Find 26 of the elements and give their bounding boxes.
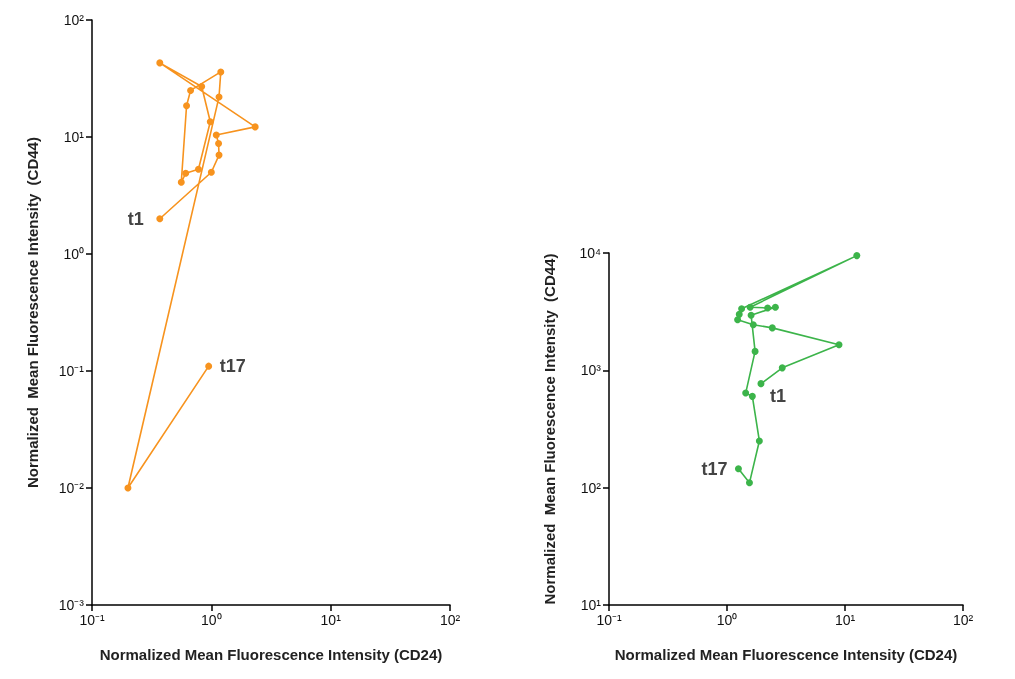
- annotation: t1: [127, 208, 144, 229]
- x-tick-label: 10⁻¹: [596, 612, 622, 628]
- x-axis-title: Normalized Mean Fluorescence Intensity (CD24): [99, 646, 443, 663]
- annotation: t17: [219, 356, 246, 377]
- y-tick-label: 10³: [580, 362, 602, 379]
- x-tick-label: 10⁰: [201, 612, 222, 628]
- y-tick-label: 10¹: [580, 597, 602, 613]
- y-tick-label: 10²: [63, 12, 85, 28]
- x-tick-label: 10⁻¹: [79, 612, 105, 628]
- x-tick-label: 10¹: [320, 612, 342, 628]
- y-axis-title: Normalized Mean Fluorescence Intensity (CD44): [24, 137, 41, 488]
- y-tick-label: 10¹: [63, 129, 85, 145]
- x-axis-title: Normalized Mean Fluorescence Intensity (CD24): [614, 646, 958, 663]
- x-tick-label: 10¹: [834, 612, 856, 628]
- y-tick-label: 10⁴: [579, 245, 601, 261]
- annotation: t17: [701, 458, 728, 479]
- y-tick-label: 10⁻³: [58, 597, 85, 613]
- x-tick-label: 10²: [952, 612, 974, 628]
- x-tick-label: 10⁰: [716, 612, 738, 628]
- x-tick-label: 10²: [439, 612, 461, 628]
- y-tick-label: 10⁻²: [58, 480, 85, 496]
- y-tick-label: 10²: [580, 479, 602, 496]
- annotation: t1: [769, 386, 786, 407]
- y-tick-label: 10⁻¹: [58, 363, 85, 379]
- y-axis-title: Normalized Mean Fluorescence Intensity (CD44): [541, 253, 558, 605]
- y-tick-label: 10⁰: [63, 246, 84, 262]
